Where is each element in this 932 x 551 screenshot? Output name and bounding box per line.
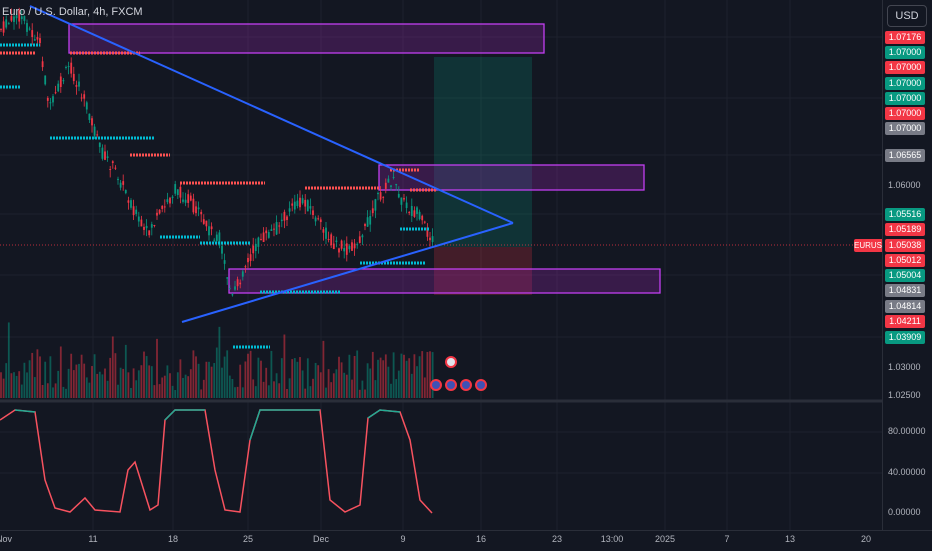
chart-legend-title[interactable]: Euro / U.S. Dollar, 4h, FXCM: [2, 6, 143, 18]
price-label: 1.07000: [885, 77, 925, 90]
price-label: 1.04831: [885, 284, 925, 297]
time-label: 20: [860, 534, 872, 544]
volume-bars: [0, 322, 434, 398]
price-chart-canvas[interactable]: [0, 0, 882, 530]
price-label: 1.05516: [885, 208, 925, 221]
oscillator-tick-label: 0.00000: [888, 507, 921, 517]
price-label: 1.06565: [885, 149, 925, 162]
time-label: Dec: [312, 534, 330, 544]
time-label: 2025: [654, 534, 676, 544]
symbol-price-tag: EURUSD: [854, 239, 888, 252]
price-label: 1.07000: [885, 107, 925, 120]
price-label: 1.05189: [885, 223, 925, 236]
price-label: 1.07000: [885, 46, 925, 59]
time-label: 23: [551, 534, 563, 544]
supply-zone-middle[interactable]: [378, 164, 645, 191]
oscillator-tick-label: 40.00000: [888, 467, 926, 477]
grid-lines: [0, 0, 882, 530]
time-axis[interactable]: Nov 11 18 25 Dec 9 16 23 13:00 2025 7 13 20: [0, 530, 932, 551]
currency-button[interactable]: USD: [887, 5, 927, 27]
price-tick-label: 1.06000: [888, 180, 921, 190]
time-label: 7: [724, 534, 730, 544]
price-label: 1.04814: [885, 300, 925, 313]
price-label: 1.07000: [885, 92, 925, 105]
price-label: 1.04211: [885, 315, 925, 328]
triangle-pattern[interactable]: [29, 5, 514, 323]
time-label: 11: [88, 534, 98, 544]
long-position-target-zone[interactable]: [434, 57, 532, 247]
price-label: 1.07176: [885, 31, 925, 44]
time-label: 18: [167, 534, 179, 544]
time-label: 25: [242, 534, 254, 544]
economic-event-icons[interactable]: [430, 356, 487, 391]
price-tick-label: 1.02500: [888, 390, 921, 400]
time-label: Nov: [0, 534, 13, 544]
price-label: 1.03909: [885, 331, 925, 344]
time-label: 9: [400, 534, 406, 544]
time-label: 16: [475, 534, 487, 544]
price-tick-label: 1.03000: [888, 362, 921, 372]
level-markers: [0, 43, 436, 349]
candlesticks: [0, 7, 434, 297]
oscillator-tick-label: 80.00000: [888, 426, 926, 436]
price-label: 1.07000: [885, 61, 925, 74]
long-position-stop-zone[interactable]: [434, 247, 532, 295]
price-label: 1.07000: [885, 122, 925, 135]
price-label: 1.05038: [885, 239, 925, 252]
supply-zone-top[interactable]: [68, 23, 545, 54]
price-label: 1.05004: [885, 269, 925, 282]
time-label: 13:00: [600, 534, 624, 544]
price-label: 1.05012: [885, 254, 925, 267]
demand-zone-bottom[interactable]: [228, 268, 661, 294]
time-label: 13: [784, 534, 796, 544]
oscillator-line: [0, 409, 433, 514]
